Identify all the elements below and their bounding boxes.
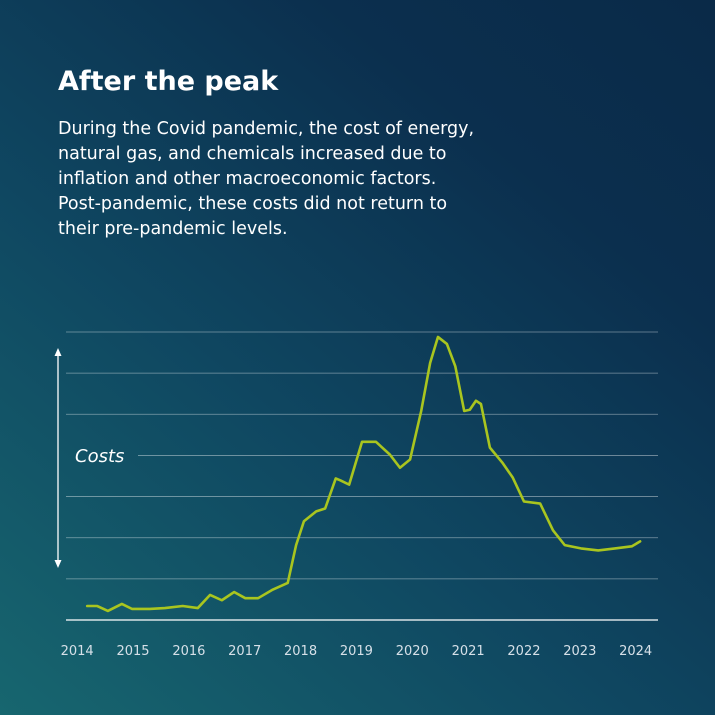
x-tick-label: 2016: [172, 644, 205, 659]
arrow-head: [54, 348, 62, 356]
x-tick-label: 2014: [61, 644, 94, 659]
x-tick-label: 2023: [563, 644, 596, 659]
subtitle-line: natural gas, and chemicals increased due…: [58, 144, 446, 164]
x-tick-label: 2015: [116, 644, 149, 659]
arrow-head: [54, 560, 62, 568]
x-tick-label: 2024: [619, 644, 652, 659]
x-tick-label: 2022: [507, 644, 540, 659]
x-tick-label: 2017: [228, 644, 261, 659]
x-tick-label: 2021: [452, 644, 485, 659]
y-axis-label: Costs: [75, 446, 124, 467]
chart-title: After the peak: [58, 66, 279, 97]
subtitle-line: Post-pandemic, these costs did not retur…: [58, 194, 447, 214]
subtitle-line: inflation and other macroeconomic factor…: [58, 169, 436, 189]
subtitle-line: During the Covid pandemic, the cost of e…: [58, 119, 474, 139]
cost-line: [85, 335, 642, 613]
subtitle: During the Covid pandemic, the cost of e…: [58, 119, 474, 239]
subtitle-line: their pre-pandemic levels.: [58, 219, 288, 239]
x-tick-label: 2020: [396, 644, 429, 659]
x-tick-label: 2019: [340, 644, 373, 659]
x-tick-label: 2018: [284, 644, 317, 659]
